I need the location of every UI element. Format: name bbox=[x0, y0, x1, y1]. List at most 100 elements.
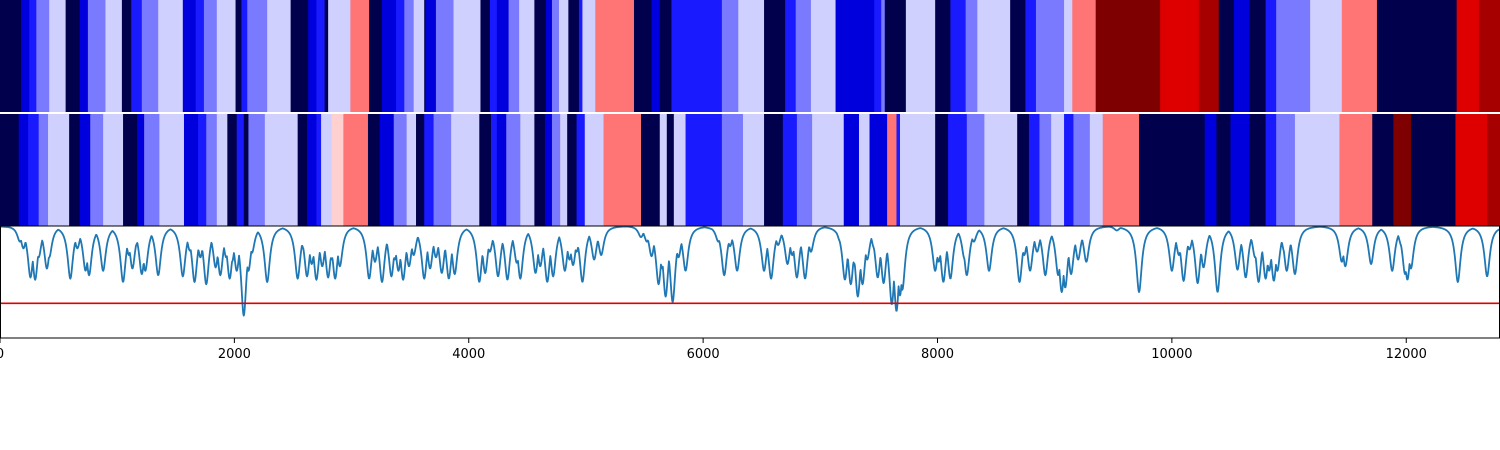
heatmap-cell bbox=[369, 0, 383, 112]
heatmap-cell bbox=[413, 0, 425, 112]
heatmap-cell bbox=[247, 0, 268, 112]
heatmap-cell bbox=[267, 0, 292, 112]
heatmap-cell bbox=[1218, 0, 1235, 112]
heatmap-cell bbox=[651, 0, 661, 112]
heatmap-cell bbox=[236, 114, 245, 226]
heatmap-cell bbox=[121, 0, 132, 112]
heatmap-cell bbox=[1249, 0, 1267, 112]
heatmap-cell bbox=[560, 114, 568, 226]
heatmap-cell bbox=[137, 114, 145, 226]
heatmap-cell bbox=[241, 0, 248, 112]
heatmap-cell bbox=[1230, 114, 1250, 226]
heatmap-cell bbox=[633, 0, 653, 112]
heatmap-cell bbox=[1455, 114, 1488, 226]
heatmap-cell bbox=[0, 114, 20, 226]
heatmap-cell bbox=[905, 0, 936, 112]
heatmap-cell bbox=[328, 0, 351, 112]
heatmap-cell bbox=[534, 114, 546, 226]
heatmap-cell bbox=[158, 0, 184, 112]
x-tick-label: 4000 bbox=[452, 347, 485, 362]
heatmap-cell bbox=[900, 114, 936, 226]
heatmap-cell bbox=[1025, 0, 1037, 112]
heatmap-cell bbox=[1376, 0, 1458, 112]
heatmap-cell bbox=[38, 114, 49, 226]
heatmap-cell bbox=[451, 114, 480, 226]
heatmap-cell bbox=[144, 114, 160, 226]
heatmap-cell bbox=[424, 114, 435, 226]
heatmap-cell bbox=[1216, 114, 1232, 226]
heatmap-cell bbox=[1064, 0, 1073, 112]
heatmap-cell bbox=[874, 0, 882, 112]
heatmap-cell bbox=[506, 114, 521, 226]
heatmap-cell bbox=[881, 0, 886, 112]
heatmap-cell bbox=[18, 114, 29, 226]
heatmap-cell bbox=[0, 0, 22, 112]
heatmap-cell bbox=[546, 0, 553, 112]
heatmap-cell bbox=[519, 0, 535, 112]
heatmap-cell bbox=[1102, 114, 1140, 226]
heatmap-cell bbox=[69, 114, 81, 226]
heatmap-cell bbox=[227, 114, 238, 226]
heatmap-cell bbox=[1487, 114, 1500, 226]
plot-background bbox=[0, 226, 1500, 338]
heatmap-cell bbox=[950, 0, 967, 112]
heatmap-cell bbox=[984, 114, 1018, 226]
heatmap-cell bbox=[308, 0, 317, 112]
heatmap-cell bbox=[316, 0, 326, 112]
heatmap-cell bbox=[404, 0, 415, 112]
heatmap-cell bbox=[21, 0, 30, 112]
line-panel bbox=[0, 225, 1500, 339]
heatmap-cell bbox=[966, 114, 985, 226]
heatmap-cell bbox=[183, 114, 199, 226]
heatmap-cell bbox=[480, 0, 491, 112]
heatmap-cell bbox=[416, 114, 425, 226]
heatmap-cell bbox=[671, 0, 723, 112]
heatmap-cell bbox=[782, 114, 798, 226]
heatmap-cell bbox=[396, 0, 405, 112]
heatmap-cell bbox=[1410, 114, 1457, 226]
heatmap-cell bbox=[87, 0, 107, 112]
x-tick-label: 12000 bbox=[1386, 347, 1427, 362]
heatmap-cell bbox=[1035, 0, 1065, 112]
heatmap-cell bbox=[65, 0, 81, 112]
heatmap-cell bbox=[603, 114, 642, 226]
heatmap-cell bbox=[453, 0, 482, 112]
heatmap-cell bbox=[582, 0, 596, 112]
heatmap-cell bbox=[321, 114, 333, 226]
heatmap-cell bbox=[479, 114, 492, 226]
heatmap-cell bbox=[858, 114, 871, 226]
heatmap-cell bbox=[350, 0, 370, 112]
heatmap-cell bbox=[534, 0, 547, 112]
heatmap-cell bbox=[343, 114, 369, 226]
heatmap-cell bbox=[331, 114, 344, 226]
heatmap-cell bbox=[1294, 114, 1341, 226]
heatmap-cell bbox=[1051, 114, 1065, 226]
heatmap-cell bbox=[1372, 114, 1394, 226]
heatmap-cell bbox=[887, 114, 898, 226]
heatmap-cell bbox=[1276, 114, 1296, 226]
heatmap-cell bbox=[584, 114, 605, 226]
series-line bbox=[0, 225, 1500, 317]
heatmap-cell bbox=[264, 114, 299, 226]
heatmap-cell bbox=[742, 114, 765, 226]
heatmap-cell bbox=[659, 114, 668, 226]
heatmap-cell bbox=[379, 114, 395, 226]
heatmap-cell bbox=[1233, 0, 1250, 112]
heatmap-cell bbox=[141, 0, 159, 112]
heatmap-cell bbox=[1478, 0, 1500, 112]
heatmap-cell bbox=[324, 0, 329, 112]
heatmap-cell bbox=[131, 0, 143, 112]
heatmap-cell bbox=[1160, 0, 1200, 112]
heatmap-cell bbox=[424, 0, 426, 112]
heatmap-cell bbox=[576, 114, 586, 226]
heatmap-cell bbox=[935, 114, 949, 226]
heatmap-cell bbox=[316, 114, 322, 226]
heatmap-cell bbox=[884, 0, 907, 112]
heatmap-cell bbox=[433, 114, 452, 226]
heatmap-cell bbox=[195, 0, 205, 112]
heatmap-cell bbox=[290, 0, 309, 112]
heatmap-cell bbox=[785, 0, 797, 112]
heatmap-cell bbox=[1249, 114, 1267, 226]
heatmap-cell bbox=[812, 114, 845, 226]
heatmap-cell bbox=[48, 114, 70, 226]
